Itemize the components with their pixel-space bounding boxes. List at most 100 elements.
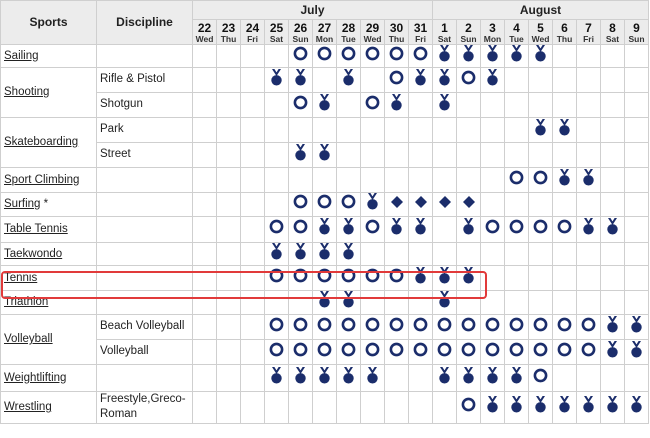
day-number: 23 [221,21,236,35]
empty-cell [456,166,482,193]
empty-cell [192,141,217,168]
event-cell [480,215,506,243]
day-name: Fri [415,34,426,44]
session-circle-icon [437,317,452,337]
empty-cell [240,363,265,392]
empty-cell [624,215,650,243]
event-cell [552,215,578,243]
sport-link[interactable]: Tennis [4,271,38,284]
sport-link[interactable]: Taekwondo [4,247,63,260]
event-cell [624,338,650,365]
discipline-cell [96,264,193,291]
discipline-cell [96,363,193,392]
event-cell [528,363,554,392]
medal-icon [534,44,547,67]
empty-cell [216,66,241,93]
empty-cell [576,191,602,217]
session-circle-icon [509,342,524,362]
event-cell [432,191,458,217]
empty-cell [552,66,578,93]
sport-link[interactable]: Table Tennis [4,223,68,235]
event-cell [312,289,337,315]
session-circle-icon [557,317,572,337]
event-cell [600,390,626,424]
event-cell [432,43,458,68]
medal-icon [438,366,451,389]
event-cell [432,91,458,118]
session-circle-icon [341,46,356,66]
discipline-column-header: Discipline [96,0,193,45]
event-cell [528,313,554,340]
sport-link[interactable]: Weightlifting [4,371,67,384]
session-circle-icon [269,342,284,362]
event-cell [360,264,385,291]
event-cell [480,66,506,93]
medal-icon [582,168,595,191]
schedule-row: Sport Climbing [0,166,650,193]
empty-cell [407,390,434,424]
empty-cell [552,191,578,217]
session-circle-icon [485,219,500,239]
medal-icon [294,242,307,265]
session-circle-icon [293,95,308,115]
day-number: 5 [537,21,544,35]
empty-cell [600,43,626,68]
empty-cell [504,264,530,291]
schedule-row: Volleyball [1,338,650,365]
sport-link[interactable]: Shooting [4,86,50,98]
sport-link[interactable]: Sport Climbing [4,173,80,186]
empty-cell [312,116,337,143]
medal-icon [438,44,451,67]
event-cell [528,338,554,365]
session-circle-icon [365,219,380,239]
empty-cell [192,191,217,217]
schedule-row: Taekwondo [0,241,650,266]
session-circle-icon [461,342,476,362]
sport-link[interactable]: Triathlon [4,296,49,308]
empty-cell [312,66,337,93]
session-circle-icon [461,397,476,417]
sport-link[interactable]: Volleyball [4,333,53,345]
empty-cell [576,91,602,118]
day-name: Thu [220,34,237,44]
empty-cell [600,363,626,392]
day-header: 9 Sun [624,19,650,45]
event-cell [264,215,289,243]
event-cell [288,91,313,118]
empty-cell [384,241,409,266]
session-circle-icon [533,342,548,362]
sport-link[interactable]: Surfing [4,198,41,210]
day-number: 31 [413,21,428,35]
session-circle-icon [365,46,380,66]
medal-icon [606,340,619,363]
day-header: 31 Fri [407,19,434,45]
sport-cell: Triathlon [0,289,97,315]
event-cell [576,338,602,365]
empty-cell [480,116,506,143]
empty-cell [264,166,289,193]
empty-cell [528,289,554,315]
event-cell [504,215,530,243]
event-cell [552,166,578,193]
event-cell [432,313,458,340]
empty-cell [240,166,265,193]
event-cell [288,43,313,68]
sport-link[interactable]: Skateboarding [4,136,79,148]
discipline-cell [96,166,193,193]
event-cell [504,166,530,193]
event-cell [504,338,530,365]
medal-icon [438,291,451,313]
event-cell [480,363,506,392]
empty-cell [192,289,217,315]
event-cell [312,264,337,291]
session-circle-icon [341,342,356,362]
event-cell [336,363,361,392]
day-header: 25 Sat [264,19,289,45]
sport-link[interactable]: Wrestling [4,401,52,414]
event-cell [480,390,506,424]
medal-icon [486,68,499,91]
empty-cell [528,264,554,291]
sport-link[interactable]: Sailing [4,49,39,62]
schedule-row: Weightlifting [0,363,650,392]
schedule-row: Skateboarding Park [0,116,650,168]
